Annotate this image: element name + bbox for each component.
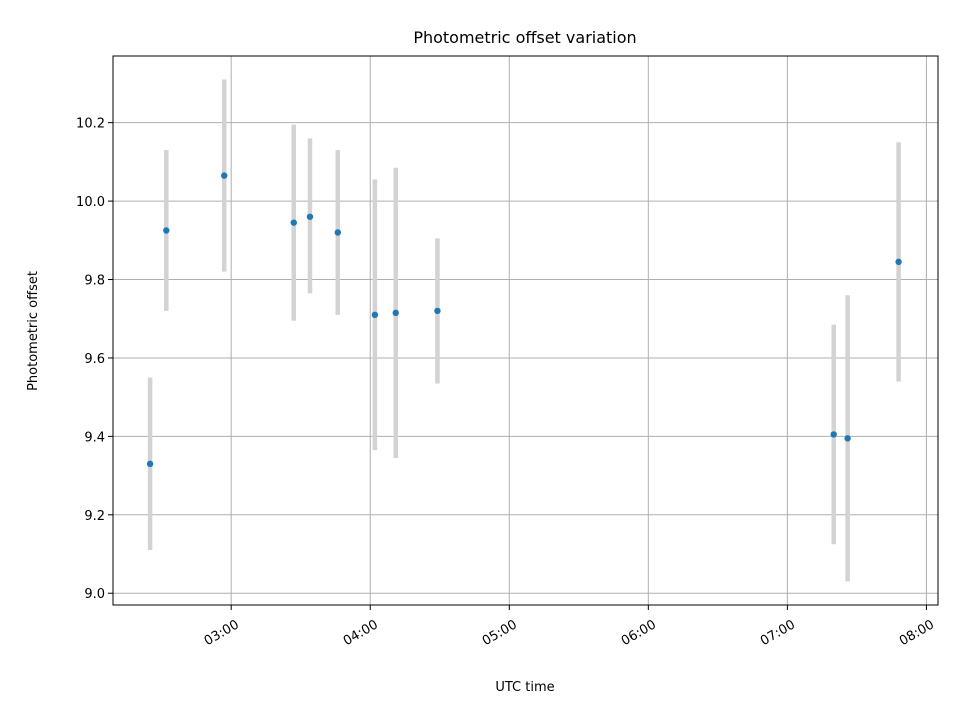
data-point xyxy=(434,307,441,315)
point-layer xyxy=(146,172,902,468)
y-axis-label: Photometric offset xyxy=(26,271,41,391)
plot-frame xyxy=(112,55,939,606)
data-point xyxy=(146,460,154,468)
y-tick-label: 10.0 xyxy=(76,195,105,210)
x-tick-label: 03:00 xyxy=(202,617,242,649)
data-point xyxy=(163,227,170,234)
data-point xyxy=(290,219,297,226)
data-point xyxy=(392,309,399,317)
data-point xyxy=(221,172,228,179)
data-point xyxy=(306,213,314,220)
y-tick-label: 9.4 xyxy=(84,430,105,445)
x-axis-label: UTC time xyxy=(495,680,554,695)
data-point xyxy=(334,229,341,236)
x-tick-label: 08:00 xyxy=(897,617,937,649)
errorbar-layer xyxy=(147,79,901,582)
x-tick-label: 04:00 xyxy=(341,617,381,649)
x-tick-label: 05:00 xyxy=(480,617,520,649)
tick-layer: 03:00 04:00 05:00 06:00 07:00 08:00 9.0 9.2 9.4 9… xyxy=(76,117,937,649)
y-tick-label: 9.6 xyxy=(84,352,105,367)
y-tick-label: 9.8 xyxy=(84,274,105,289)
data-point xyxy=(830,431,837,438)
x-tick-label: 07:00 xyxy=(758,617,798,649)
grid-layer xyxy=(113,56,938,605)
y-tick-label: 9.0 xyxy=(84,587,105,602)
data-point xyxy=(895,258,902,266)
data-point xyxy=(371,311,379,319)
y-tick-label: 9.2 xyxy=(84,509,105,524)
y-tick-label: 10.2 xyxy=(76,117,105,132)
chart-title: Photometric offset variation xyxy=(413,28,636,47)
x-tick-label: 06:00 xyxy=(619,617,659,649)
data-point xyxy=(844,435,851,442)
